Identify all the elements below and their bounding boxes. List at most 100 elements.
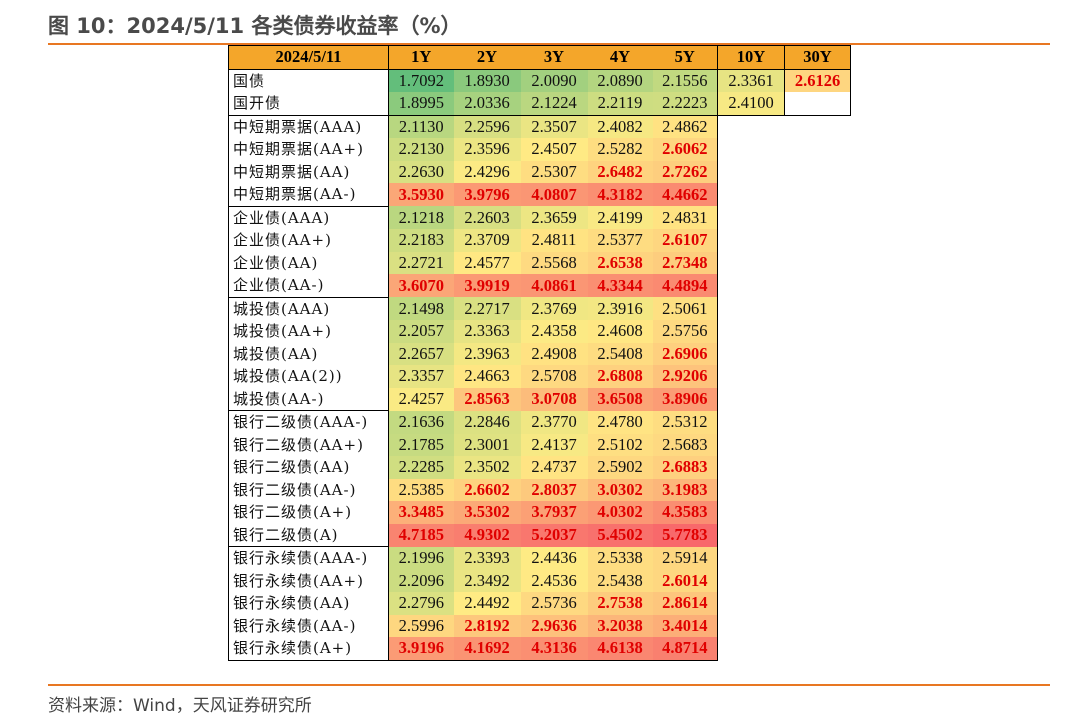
cell-5y: 2.5756 xyxy=(652,320,718,343)
table-row: 银行二级债(AA) 2.2285 2.3502 2.4737 2.5902 2.6883 xyxy=(228,456,851,479)
cell-3y: 2.5568 xyxy=(520,251,588,274)
cell-5y: 2.5683 xyxy=(652,433,718,456)
cell-3y: 2.4507 xyxy=(520,138,588,161)
row-label: 企业债(AA+) xyxy=(228,229,389,252)
cell-4y: 2.6538 xyxy=(587,251,653,274)
header-4y: 4Y xyxy=(587,45,653,70)
header-3y: 3Y xyxy=(520,45,588,70)
cell-3y: 2.0090 xyxy=(520,69,588,92)
table-row: 城投债(AAA) 2.1498 2.2717 2.3769 2.3916 2.5061 xyxy=(228,296,851,320)
figure-title: 图 10：2024/5/11 各类债券收益率（%） xyxy=(48,14,462,38)
header-row: 2024/5/11 1Y 2Y 3Y 4Y 5Y 10Y 30Y xyxy=(228,45,851,70)
cell-30y xyxy=(784,92,851,116)
row-label: 企业债(AAA) xyxy=(228,205,389,229)
cell-5y: 2.4831 xyxy=(652,206,718,229)
row-label: 银行永续债(AA-) xyxy=(228,614,389,637)
cell-1y: 2.1785 xyxy=(388,433,454,456)
cell-1y: 2.2057 xyxy=(388,320,454,343)
cell-2y: 2.3393 xyxy=(453,546,521,570)
cell-3y: 2.5736 xyxy=(520,592,588,615)
cell-3y: 2.3507 xyxy=(520,115,588,138)
cell-5y: 2.7348 xyxy=(652,251,718,274)
cell-3y: 2.1224 xyxy=(520,92,588,116)
cell-4y: 2.5102 xyxy=(587,433,653,456)
cell-4y: 2.4608 xyxy=(587,320,653,343)
cell-2y: 3.9919 xyxy=(453,274,521,297)
cell-2y: 2.2603 xyxy=(453,206,521,229)
row-label: 银行永续债(AA+) xyxy=(228,569,389,592)
table-row: 国债 1.7092 1.8930 2.0090 2.0890 2.1556 2.3361 2.… xyxy=(228,68,851,92)
cell-2y: 2.3963 xyxy=(453,342,521,365)
row-label: 银行二级债(AA-) xyxy=(228,478,389,501)
cell-2y: 4.1692 xyxy=(453,637,521,661)
cell-4y: 4.6138 xyxy=(587,637,653,661)
cell-4y: 2.5377 xyxy=(587,229,653,252)
cell-4y: 2.5282 xyxy=(587,138,653,161)
cell-1y: 1.8995 xyxy=(388,92,454,116)
cell-5y: 4.3583 xyxy=(652,501,718,524)
cell-5y: 2.6014 xyxy=(652,569,718,592)
cell-2y: 2.3709 xyxy=(453,229,521,252)
cell-4y: 4.3344 xyxy=(587,274,653,297)
cell-1y: 3.6070 xyxy=(388,274,454,297)
cell-2y: 2.4492 xyxy=(453,592,521,615)
cell-1y: 2.1218 xyxy=(388,206,454,229)
cell-5y: 4.4662 xyxy=(652,183,718,206)
table-row: 银行二级债(AA+) 2.1785 2.3001 2.4137 2.5102 2.5683 xyxy=(228,433,851,456)
cell-1y: 2.3357 xyxy=(388,365,454,388)
row-label: 企业债(AA-) xyxy=(228,274,389,298)
cell-4y: 2.4082 xyxy=(587,115,653,138)
row-label: 银行永续债(A+) xyxy=(228,637,389,661)
cell-2y: 3.5302 xyxy=(453,501,521,524)
cell-5y: 3.8906 xyxy=(652,387,718,411)
cell-3y: 3.7937 xyxy=(520,501,588,524)
cell-5y: 2.4862 xyxy=(652,115,718,138)
cell-1y: 2.1636 xyxy=(388,410,454,434)
cell-5y: 2.5061 xyxy=(652,297,718,320)
table-row: 城投债(AA) 2.2657 2.3963 2.4908 2.5408 2.6906 xyxy=(228,342,851,365)
cell-5y: 4.8714 xyxy=(652,637,718,661)
row-label: 城投债(AA) xyxy=(228,342,389,365)
cell-5y: 2.5914 xyxy=(652,546,718,570)
cell-2y: 2.4663 xyxy=(453,365,521,388)
cell-1y: 4.7185 xyxy=(388,523,454,547)
table-row: 企业债(AAA) 2.1218 2.2603 2.3659 2.4199 2.4831 xyxy=(228,205,851,229)
cell-1y: 2.2657 xyxy=(388,342,454,365)
cell-3y: 2.5307 xyxy=(520,160,588,183)
row-label: 城投债(AA-) xyxy=(228,387,389,411)
cell-2y: 2.4577 xyxy=(453,251,521,274)
cell-5y: 2.8614 xyxy=(652,592,718,615)
row-label: 城投债(AA+) xyxy=(228,320,389,343)
table-row: 城投债(AA-) 2.4257 2.8563 3.0708 3.6508 3.8906 xyxy=(228,387,851,411)
cell-4y: 5.4502 xyxy=(587,523,653,547)
cell-2y: 2.4296 xyxy=(453,160,521,183)
header-10y: 10Y xyxy=(717,45,785,70)
cell-2y: 2.0336 xyxy=(453,92,521,116)
cell-4y: 2.5338 xyxy=(587,546,653,570)
cell-3y: 3.0708 xyxy=(520,387,588,411)
cell-3y: 4.0807 xyxy=(520,183,588,206)
cell-4y: 2.0890 xyxy=(587,69,653,92)
table-row: 城投债(AA+) 2.2057 2.3363 2.4358 2.4608 2.5756 xyxy=(228,320,851,343)
cell-3y: 2.3770 xyxy=(520,410,588,434)
cell-1y: 2.2285 xyxy=(388,456,454,479)
cell-1y: 2.1130 xyxy=(388,115,454,138)
table-row: 企业债(AA) 2.2721 2.4577 2.5568 2.6538 2.7348 xyxy=(228,251,851,274)
table-row: 中短期票据(AA) 2.2630 2.4296 2.5307 2.6482 2.7262 xyxy=(228,160,851,183)
table-row: 银行永续债(AAA-) 2.1996 2.3393 2.4436 2.5338 2.591… xyxy=(228,546,851,570)
cell-4y: 3.2038 xyxy=(587,614,653,637)
cell-4y: 2.5902 xyxy=(587,456,653,479)
cell-3y: 2.4811 xyxy=(520,229,588,252)
header-date: 2024/5/11 xyxy=(228,45,389,70)
footer-rule xyxy=(48,684,1050,686)
table-row: 银行永续债(A+) 3.9196 4.1692 4.3136 4.6138 4.8714 xyxy=(228,637,851,661)
cell-3y: 2.4536 xyxy=(520,569,588,592)
cell-2y: 2.3001 xyxy=(453,433,521,456)
cell-4y: 2.5408 xyxy=(587,342,653,365)
cell-3y: 2.8037 xyxy=(520,478,588,501)
cell-5y: 3.1983 xyxy=(652,478,718,501)
row-label: 银行二级债(A) xyxy=(228,523,389,547)
row-label: 中短期票据(AA) xyxy=(228,160,389,183)
row-label: 银行二级债(AAA-) xyxy=(228,410,389,434)
cell-4y: 2.5438 xyxy=(587,569,653,592)
